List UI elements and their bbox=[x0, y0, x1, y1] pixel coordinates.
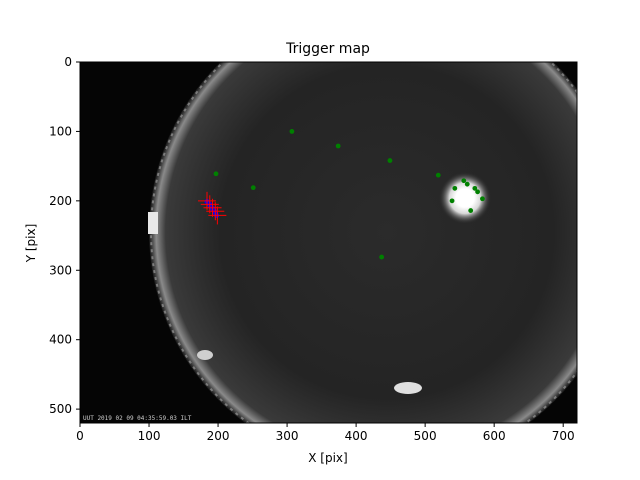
star-point bbox=[461, 178, 467, 184]
y-axis: 0 100 200 300 400 500 bbox=[49, 55, 80, 416]
y-tick-label: 100 bbox=[49, 124, 72, 138]
star-point bbox=[464, 181, 470, 187]
y-tick-label: 0 bbox=[64, 55, 72, 69]
chart-title: Trigger map bbox=[285, 41, 370, 57]
star-point bbox=[472, 185, 478, 191]
horizon-light-left bbox=[148, 212, 158, 234]
star-point bbox=[452, 185, 458, 191]
horizon-light-bottom-left bbox=[197, 350, 213, 360]
star-point bbox=[335, 143, 341, 149]
fisheye-sky-disk bbox=[149, 62, 577, 423]
x-tick-label: 300 bbox=[276, 429, 299, 443]
y-tick-label: 300 bbox=[49, 263, 72, 277]
y-axis-label: Y [pix] bbox=[24, 224, 38, 264]
x-tick-label: 600 bbox=[483, 429, 506, 443]
y-tick-label: 200 bbox=[49, 194, 72, 208]
star-point bbox=[435, 172, 441, 178]
x-tick-label: 400 bbox=[345, 429, 368, 443]
trigger-cross-marker bbox=[206, 202, 225, 221]
data-marks bbox=[198, 129, 485, 260]
star-point bbox=[289, 129, 295, 134]
star-point bbox=[468, 208, 474, 213]
x-tick-label: 100 bbox=[138, 429, 161, 443]
timestamp-overlay: UUT 2019 02 09 04:35:59.03 ILT bbox=[83, 415, 192, 422]
moon-glow bbox=[439, 172, 491, 224]
x-tick-label: 500 bbox=[414, 429, 437, 443]
trigger-cross-marker bbox=[203, 198, 222, 217]
x-tick-label: 700 bbox=[552, 429, 575, 443]
x-axis: 0 100 200 300 400 500 600 700 bbox=[76, 423, 575, 443]
star-point bbox=[250, 185, 256, 191]
star-point bbox=[475, 189, 480, 195]
x-tick-label: 0 bbox=[76, 429, 84, 443]
star-point bbox=[449, 198, 455, 204]
y-tick-label: 400 bbox=[49, 333, 72, 347]
star-point bbox=[213, 171, 219, 177]
x-tick-label: 200 bbox=[207, 429, 230, 443]
x-axis-label: X [pix] bbox=[308, 451, 347, 465]
star-point bbox=[480, 196, 485, 202]
trigger-cross-marker bbox=[208, 206, 227, 225]
star-point bbox=[387, 158, 393, 163]
y-tick-label: 500 bbox=[49, 402, 72, 416]
star-point bbox=[379, 254, 385, 260]
horizon-light-bottom bbox=[394, 382, 422, 394]
plot-frame bbox=[79, 61, 578, 424]
sky-image bbox=[80, 62, 577, 423]
